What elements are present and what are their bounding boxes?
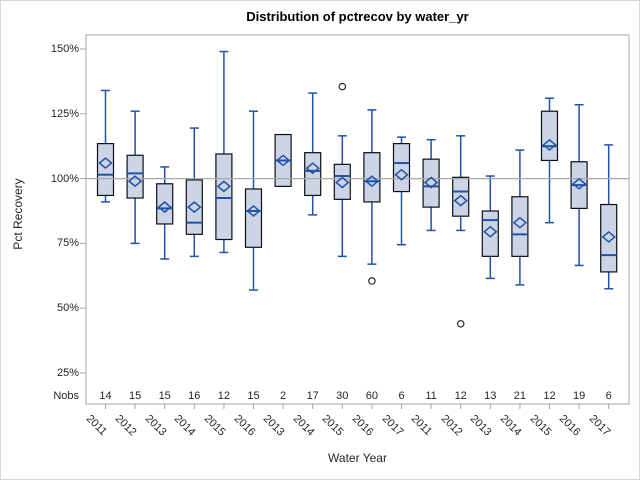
iqr-box — [185, 179, 203, 235]
box-stats-2012-1 — [127, 172, 144, 188]
box-group-2011-0 — [96, 89, 115, 203]
mean-diamond-icon — [571, 177, 587, 190]
box-group-2015-8 — [333, 135, 351, 258]
nobs-row-label: Nobs — [53, 390, 79, 402]
y-tick-label: 75% — [56, 237, 79, 250]
nobs-value: 11 — [425, 390, 437, 402]
outlier-marker — [368, 277, 376, 285]
iqr-box — [215, 153, 233, 241]
box-group-2016-5 — [244, 110, 263, 291]
box-stats-2014-14 — [511, 216, 528, 236]
box-stats-2016-16 — [571, 177, 588, 190]
nobs-value: 15 — [128, 390, 142, 402]
mean-diamond-icon — [275, 154, 291, 167]
nobs-value: 12 — [217, 390, 231, 402]
box-stats-2015-8 — [334, 82, 351, 189]
iqr-box — [156, 183, 174, 225]
mean-diamond-icon — [483, 225, 498, 238]
outlier-marker — [456, 319, 465, 328]
box-stats-2011-11 — [423, 176, 440, 189]
box-stats-2015-15 — [541, 138, 558, 151]
nobs-value: 15 — [247, 390, 260, 402]
chart-title: Distribution of pctrecov by water_yr — [246, 9, 469, 24]
box-stats-2016-9 — [363, 175, 380, 285]
box-group-2012-1 — [126, 110, 144, 245]
box-group-2014-3 — [185, 127, 203, 258]
nobs-value: 19 — [572, 390, 586, 402]
nobs-value: 2 — [280, 390, 287, 402]
nobs-value: 6 — [605, 390, 612, 402]
mean-diamond-icon — [542, 138, 557, 151]
box-group-2015-15 — [540, 97, 559, 224]
nobs-value: 12 — [543, 390, 556, 402]
mean-diamond-icon — [335, 176, 350, 189]
iqr-box — [363, 152, 381, 203]
nobs-value: 17 — [306, 390, 319, 402]
box-stats-2011-0 — [97, 157, 114, 176]
iqr-box — [96, 143, 115, 197]
box-stats-2017-17 — [600, 230, 617, 257]
outlier-marker — [338, 82, 347, 91]
mean-diamond-icon — [98, 157, 113, 170]
y-tick-label: 25% — [56, 367, 79, 379]
mean-diamond-icon — [453, 194, 468, 207]
iqr-box — [422, 158, 440, 208]
mean-diamond-icon — [423, 176, 439, 189]
box-group-2012-12 — [452, 135, 470, 232]
mean-diamond-icon — [157, 201, 172, 214]
box-group-2015-4 — [215, 50, 233, 254]
y-tick-label: 150% — [50, 43, 79, 55]
plot-frame — [85, 34, 630, 405]
mean-diamond-icon — [364, 175, 380, 188]
nobs-value: 15 — [158, 390, 171, 402]
nobs-value: 16 — [188, 390, 201, 402]
iqr-box — [481, 210, 499, 257]
box-group-2011-11 — [422, 138, 440, 232]
mean-diamond-icon — [216, 180, 232, 193]
nobs-value: 13 — [484, 390, 497, 402]
iqr-box — [540, 110, 559, 162]
iqr-box — [511, 196, 529, 257]
mean-diamond-icon — [394, 168, 409, 181]
mean-diamond-icon — [305, 162, 320, 175]
box-stats-2017-10 — [393, 162, 410, 181]
iqr-box — [244, 188, 263, 248]
nobs-value: 12 — [454, 390, 467, 402]
box-stats-2013-13 — [482, 219, 499, 238]
mean-diamond-icon — [512, 216, 528, 229]
box-stats-2016-5 — [245, 205, 262, 217]
box-stats-2013-6 — [275, 154, 292, 167]
x-axis-title: Water Year — [328, 451, 387, 465]
box-group-2017-10 — [392, 136, 411, 246]
iqr-box — [452, 176, 470, 217]
mean-diamond-icon — [187, 201, 202, 214]
iqr-box — [392, 143, 411, 193]
nobs-value: 30 — [336, 390, 349, 402]
nobs-value: 14 — [99, 390, 112, 402]
box-stats-2012-12 — [452, 190, 469, 328]
y-tick-label: 125% — [50, 107, 79, 120]
box-stats-2015-4 — [215, 180, 232, 200]
box-group-2014-14 — [511, 149, 529, 286]
box-stats-2013-2 — [156, 201, 173, 214]
box-group-2017-17 — [600, 144, 618, 290]
nobs-value: 60 — [365, 390, 379, 402]
box-group-2014-7 — [304, 92, 322, 216]
mean-diamond-icon — [601, 230, 616, 243]
box-stats-2014-7 — [304, 162, 321, 175]
y-tick-label: 50% — [56, 302, 79, 315]
nobs-value: 21 — [513, 390, 527, 402]
box-stats-2014-3 — [186, 201, 203, 224]
mean-diamond-icon — [246, 205, 261, 217]
nobs-value: 6 — [398, 390, 405, 402]
iqr-box — [333, 163, 351, 200]
y-tick-label: 100% — [50, 172, 79, 185]
mean-diamond-icon — [127, 175, 143, 188]
